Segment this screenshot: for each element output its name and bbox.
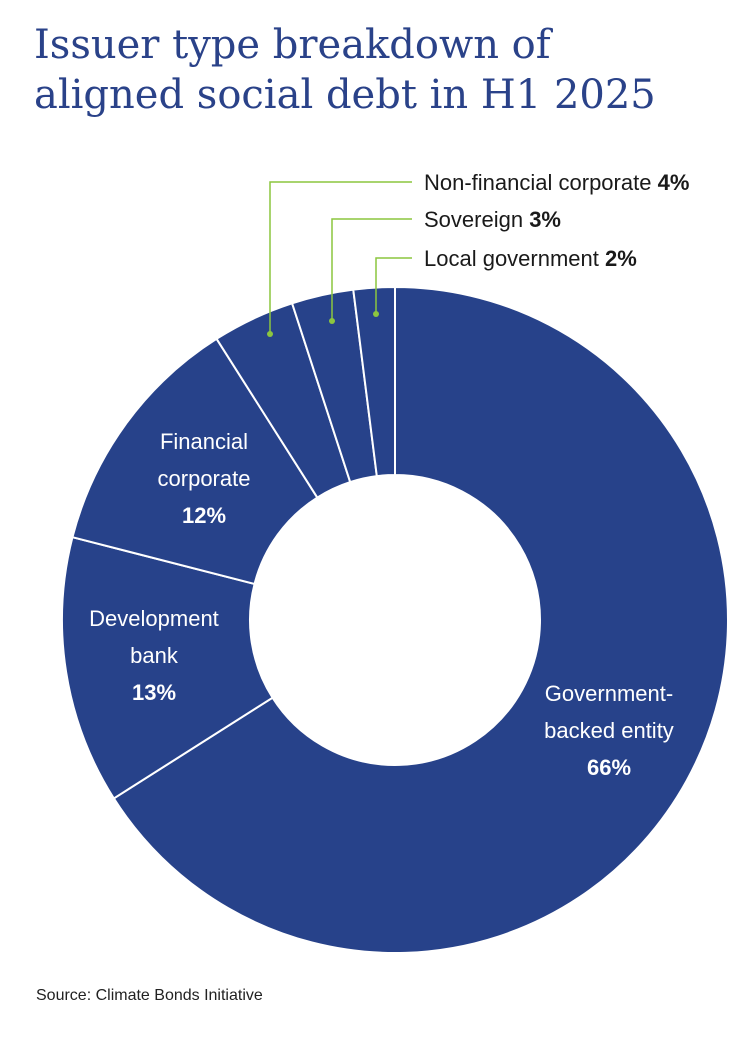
slice-financial-corporate <box>71 337 319 586</box>
slice-value-development-bank: 13% <box>132 680 176 705</box>
slice-label-development-bank-line-2: bank <box>130 643 179 668</box>
slice-label-development-bank-line-1: Development <box>89 606 219 631</box>
callout-label-non-financial-corporate: Non-financial corporate 4% <box>424 170 689 195</box>
leader-dot-non-financial-corporate <box>267 331 273 337</box>
chart-title-line-2: aligned social debt in H1 2025 <box>34 72 656 118</box>
slice-label-financial-corporate-line-2: corporate <box>158 466 251 491</box>
chart-title-line-1: Issuer type breakdown of <box>34 22 551 68</box>
slice-label-government-backed-entity-line-2: backed entity <box>544 718 674 743</box>
leader-line-local-government <box>375 257 412 314</box>
leader-dot-sovereign <box>329 318 335 324</box>
slice-label-financial-corporate-line-1: Financial <box>160 429 248 454</box>
slice-value-government-backed-entity: 66% <box>587 755 631 780</box>
leader-dot-local-government <box>373 311 379 317</box>
slice-label-government-backed-entity-line-1: Government- <box>545 681 673 706</box>
callout-label-sovereign: Sovereign 3% <box>424 207 561 232</box>
slice-government-backed-entity <box>112 285 729 954</box>
callout-label-local-government: Local government 2% <box>424 246 637 271</box>
leader-line-sovereign <box>331 218 412 321</box>
slice-development-bank <box>61 535 274 800</box>
chart-title: Issuer type breakdown of aligned social … <box>34 20 734 120</box>
leader-line-non-financial-corporate <box>269 181 412 334</box>
slice-value-financial-corporate: 12% <box>182 503 226 528</box>
slice-local-government <box>352 285 396 478</box>
source-note: Source: Climate Bonds Initiative <box>36 987 263 1004</box>
